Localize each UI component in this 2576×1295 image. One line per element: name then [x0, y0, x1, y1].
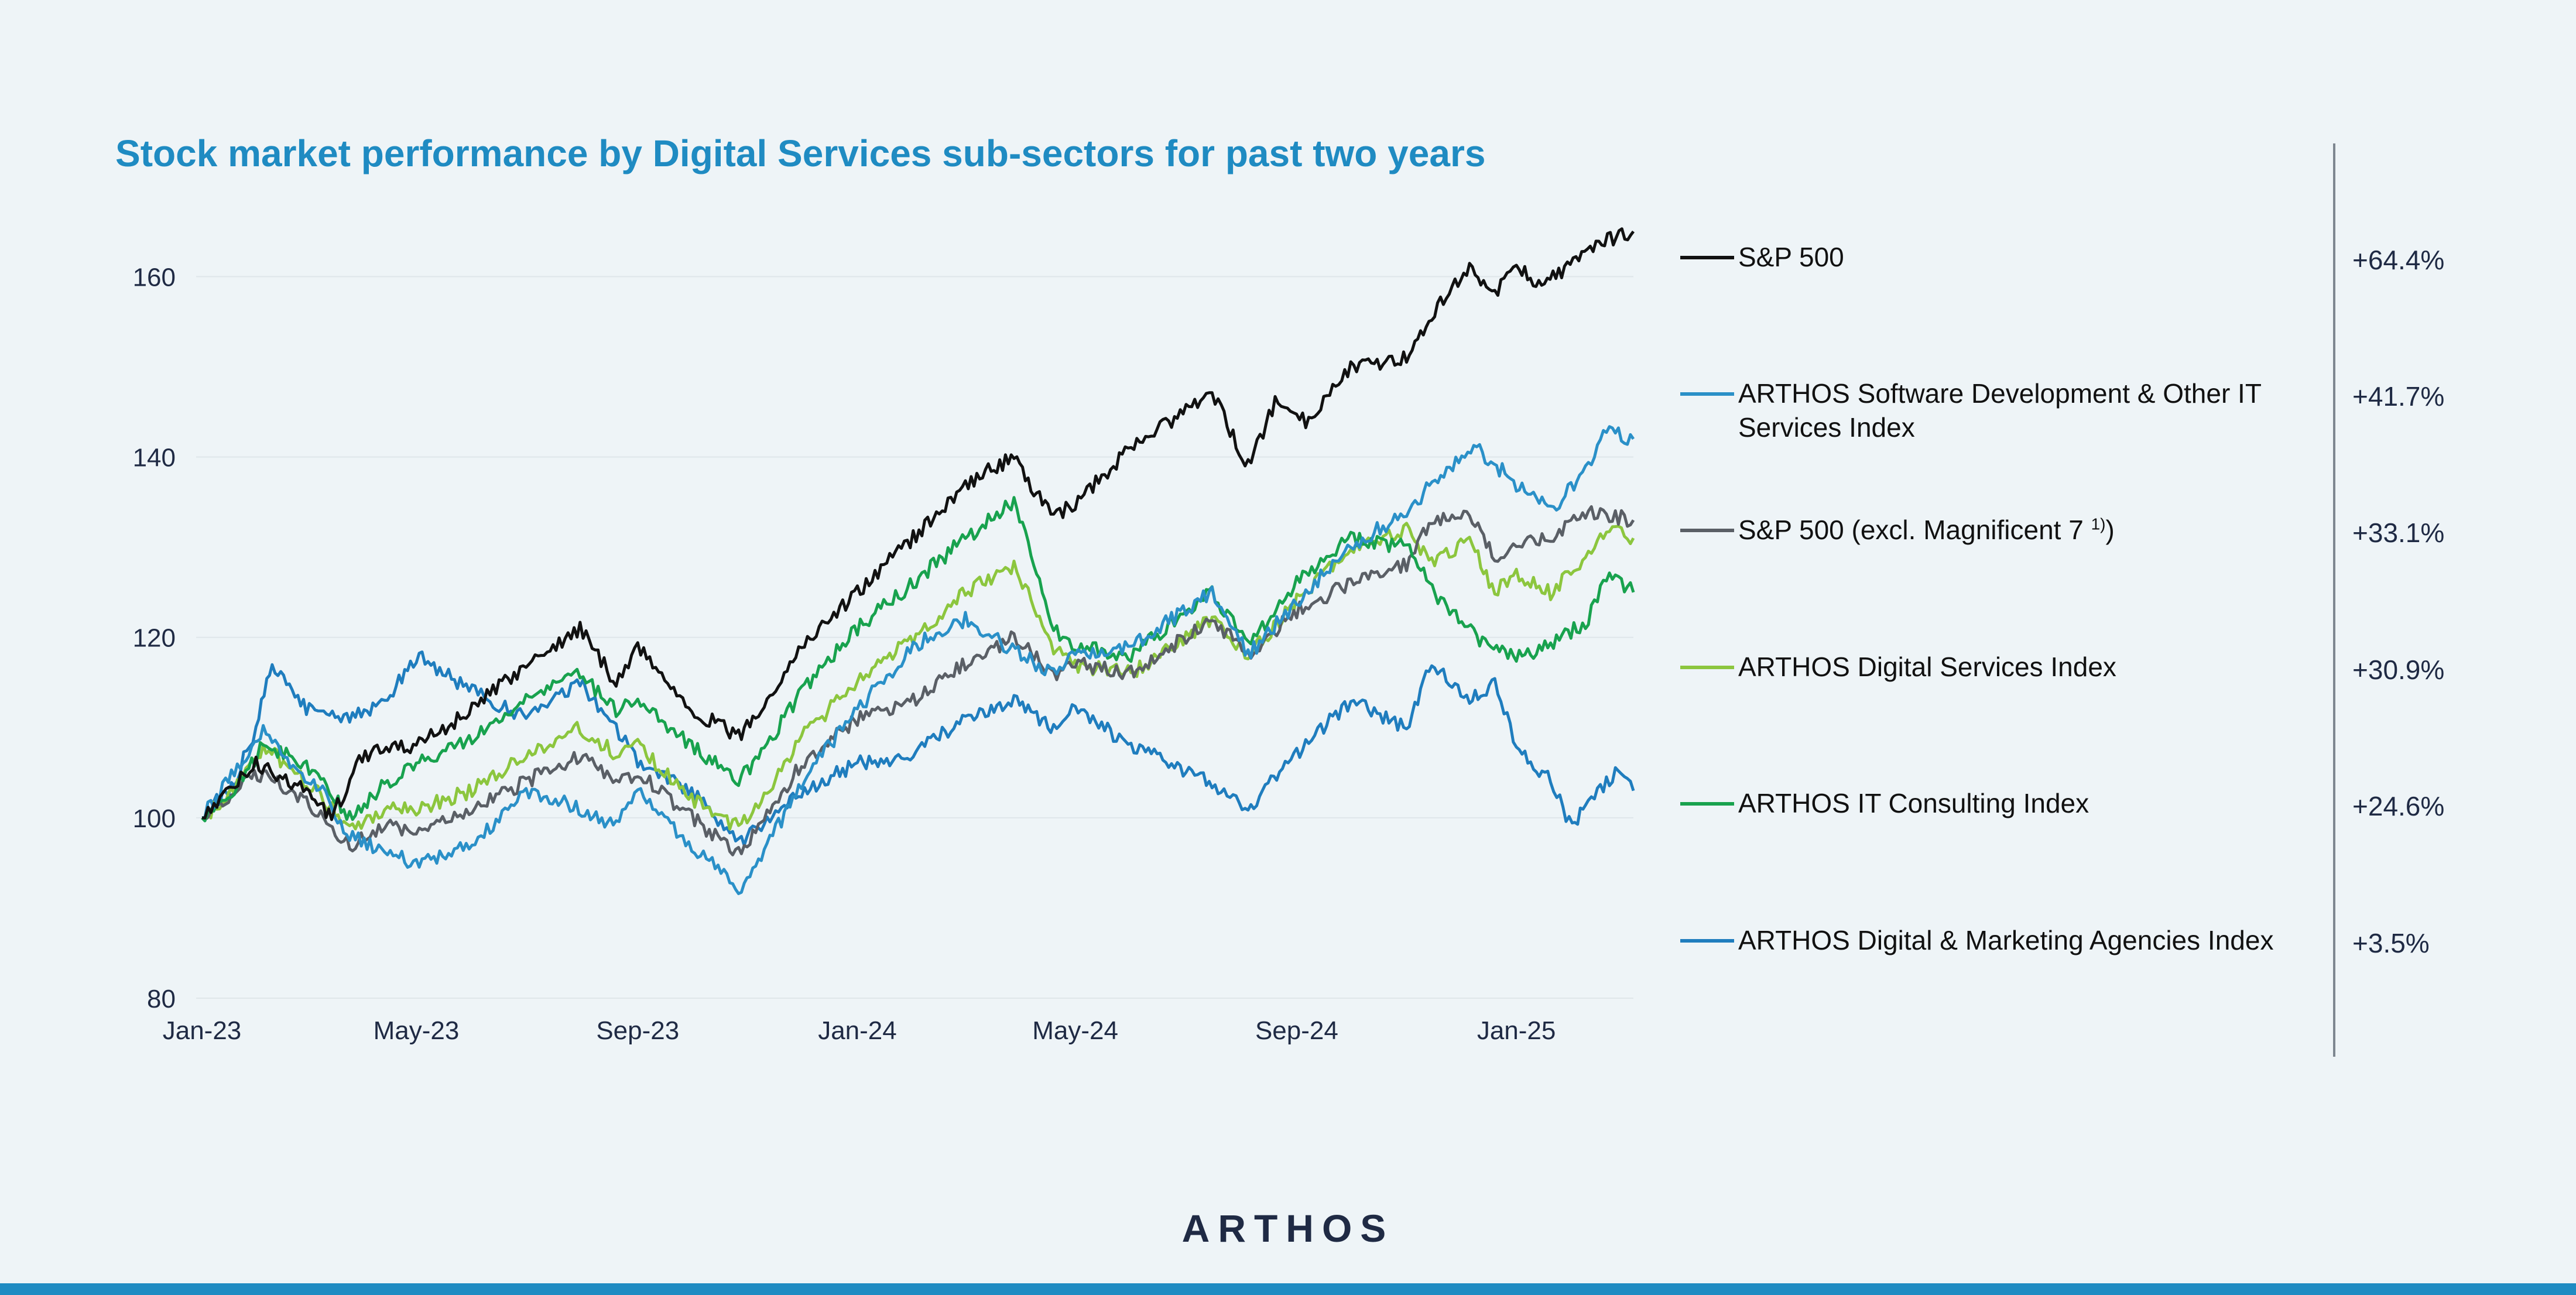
legend-footnote-marker: 1)	[2091, 515, 2106, 533]
legend-label: ARTHOS Software Development & Other IT S…	[1738, 376, 2277, 444]
x-tick-label: Sep-23	[596, 1016, 679, 1045]
legend-name: ARTHOS IT Consulting Index	[1738, 788, 2089, 818]
legend-swatch	[1680, 392, 1734, 396]
tick-layer: 80 100 120 140 160 Jan-23 May-23 Sep-23 Jan-24 Ma…	[133, 263, 1556, 1045]
legend-swatch	[1680, 802, 1734, 806]
series-change-value: +41.7%	[2352, 381, 2445, 412]
series-line-4	[201, 496, 1635, 823]
series-change-value: +24.6%	[2352, 791, 2445, 821]
series-change-value: +33.1%	[2352, 518, 2445, 548]
legend-name: S&P 500	[1738, 242, 1844, 272]
legend-swatch	[1680, 939, 1734, 943]
legend-label: ARTHOS Digital Services Index	[1738, 650, 2300, 684]
legend-label: S&P 500 (excl. Magnificent 7 1))	[1738, 513, 2300, 547]
y-tick-label: 120	[133, 624, 176, 653]
legend-swatch	[1680, 529, 1734, 532]
y-tick-label: 100	[133, 804, 176, 833]
legend-name-suffix: )	[2105, 515, 2115, 545]
series-layer	[201, 227, 1635, 895]
series-line-5	[201, 650, 1635, 847]
series-change-value: +64.4%	[2352, 245, 2445, 275]
legend-name: ARTHOS Digital & Marketing Agencies Inde…	[1738, 925, 2274, 955]
legend-name: ARTHOS Software Development & Other IT S…	[1738, 378, 2262, 443]
legend-label: S&P 500	[1738, 240, 2300, 274]
series-change-value: +3.5%	[2352, 928, 2430, 958]
bottom-accent-bar	[0, 1283, 2576, 1295]
y-tick-label: 140	[133, 444, 176, 472]
x-tick-label: Jan-24	[818, 1016, 897, 1045]
y-tick-label: 160	[133, 263, 176, 292]
series-line-1	[201, 425, 1635, 895]
series-line-2	[201, 505, 1635, 857]
x-tick-label: Jan-25	[1477, 1016, 1556, 1045]
legend-label: ARTHOS Digital & Marketing Agencies Inde…	[1738, 923, 2300, 957]
chart-title: Stock market performance by Digital Serv…	[115, 132, 1486, 174]
series-change-value: +30.9%	[2352, 655, 2445, 685]
legend-name: S&P 500 (excl. Magnificent 7	[1738, 515, 2084, 545]
x-tick-label: May-24	[1032, 1016, 1118, 1045]
legend-name: ARTHOS Digital Services Index	[1738, 652, 2116, 682]
x-tick-label: Jan-23	[163, 1016, 242, 1045]
x-tick-label: May-23	[374, 1016, 460, 1045]
arthos-logo: ARTHOS	[1181, 1207, 1395, 1250]
legend-swatch	[1680, 666, 1734, 669]
legend-swatch	[1680, 256, 1734, 259]
series-line-0	[201, 227, 1635, 821]
legend-label: ARTHOS IT Consulting Index	[1738, 786, 2300, 820]
legend-separator	[2333, 143, 2335, 1057]
y-tick-label: 80	[147, 985, 176, 1013]
series-line-3	[201, 522, 1635, 831]
x-tick-label: Sep-24	[1255, 1016, 1338, 1045]
